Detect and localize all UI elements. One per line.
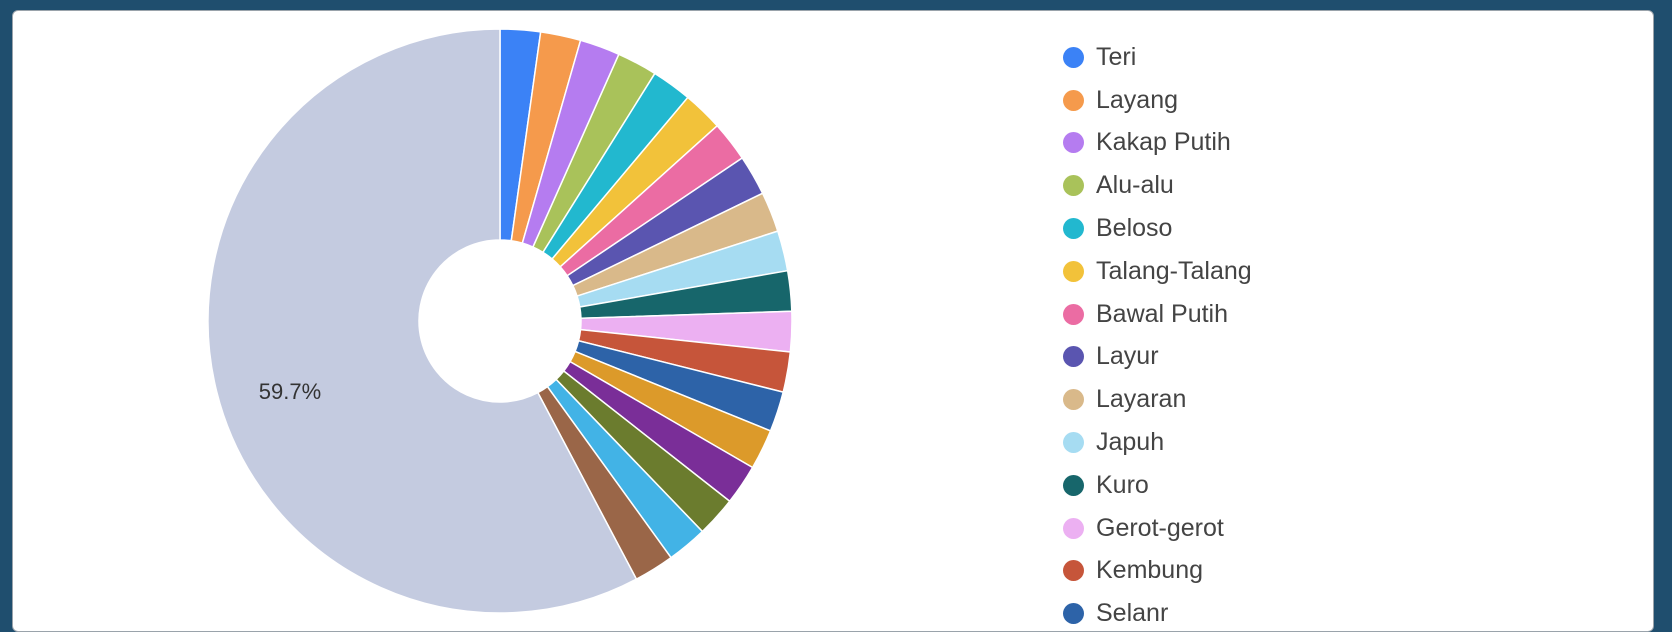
legend-swatch [1063, 603, 1084, 625]
legend-item[interactable]: Selanr [1063, 592, 1252, 631]
legend-swatch [1063, 89, 1084, 111]
legend-swatch [1063, 132, 1084, 154]
legend-label: Layur [1096, 342, 1159, 371]
legend-swatch [1063, 346, 1084, 368]
legend-label: Kembung [1096, 556, 1204, 585]
legend-item[interactable]: Kembung [1063, 550, 1252, 593]
legend-swatch [1063, 218, 1084, 240]
donut-slices [207, 28, 793, 614]
legend-swatch [1063, 560, 1084, 582]
legend-swatch [1063, 260, 1084, 282]
legend-item[interactable]: Layaran [1063, 378, 1252, 421]
legend-item[interactable]: Layur [1063, 336, 1252, 379]
legend-item[interactable]: Talang-Talang [1063, 250, 1252, 293]
chart-card: 59.7% Teri Layang Kakap Putih Alu-alu Beloso… [12, 10, 1654, 632]
legend-item[interactable]: Bawal Putih [1063, 293, 1252, 336]
legend-item[interactable]: Alu-alu [1063, 164, 1252, 207]
legend-label: Japuh [1096, 428, 1165, 457]
legend-swatch [1063, 389, 1084, 411]
legend-item[interactable]: Gerot-gerot [1063, 507, 1252, 550]
legend-label: Layaran [1096, 385, 1187, 414]
donut-chart: 59.7% [207, 28, 793, 614]
legend-label: Kuro [1096, 470, 1149, 499]
legend-swatch [1063, 303, 1084, 325]
legend-item[interactable]: Japuh [1063, 421, 1252, 464]
slice-label-largest: 59.7% [259, 379, 321, 404]
legend-label: Gerot-gerot [1096, 513, 1224, 542]
legend-label: Kakap Putih [1096, 128, 1231, 157]
legend-swatch [1063, 175, 1084, 197]
chart-legend: Teri Layang Kakap Putih Alu-alu Beloso Talang… [1063, 36, 1252, 631]
legend-item[interactable]: Kuro [1063, 464, 1252, 507]
legend-swatch [1063, 517, 1084, 539]
legend-item[interactable]: Kakap Putih [1063, 122, 1252, 165]
legend-item[interactable]: Teri [1063, 36, 1252, 79]
legend-label: Talang-Talang [1096, 256, 1252, 285]
legend-swatch [1063, 432, 1084, 454]
legend-swatch [1063, 46, 1084, 68]
legend-item[interactable]: Layang [1063, 79, 1252, 122]
legend-swatch [1063, 474, 1084, 496]
legend-label: Alu-alu [1096, 171, 1174, 200]
legend-label: Layang [1096, 85, 1179, 114]
legend-label: Teri [1096, 42, 1137, 71]
top-bar [0, 0, 1672, 10]
legend-label: Bawal Putih [1096, 299, 1229, 328]
legend-label: Beloso [1096, 214, 1173, 243]
legend-item[interactable]: Beloso [1063, 207, 1252, 250]
donut-slice-item-19[interactable] [207, 28, 638, 614]
legend-label: Selanr [1096, 599, 1169, 628]
